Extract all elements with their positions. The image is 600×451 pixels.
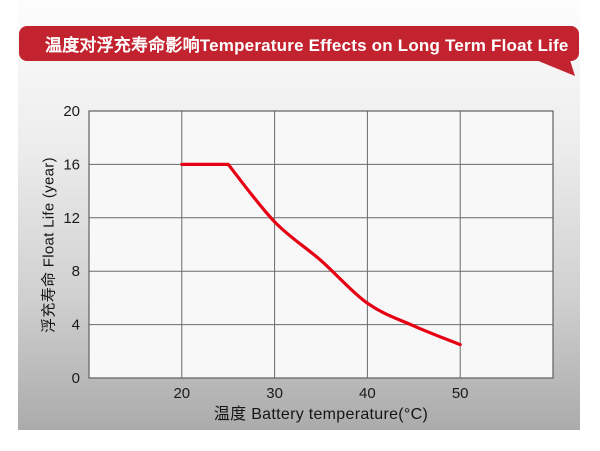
page-title: 温度对浮充寿命影响Temperature Effects on Long Ter… bbox=[45, 36, 569, 55]
x-tick-label: 40 bbox=[359, 385, 376, 402]
x-tick-label: 20 bbox=[173, 385, 190, 402]
y-tick-label: 16 bbox=[63, 156, 80, 173]
y-tick-label: 8 bbox=[72, 263, 80, 280]
y-tick-label: 12 bbox=[63, 210, 80, 227]
y-axis-title: 浮充寿命 Float Life (year) bbox=[40, 157, 58, 333]
x-tick-label: 50 bbox=[452, 385, 469, 402]
banner-tail-icon bbox=[536, 60, 575, 76]
float-life-curve bbox=[180, 162, 462, 347]
title-banner: 温度对浮充寿命影响Temperature Effects on Long Ter… bbox=[19, 26, 579, 61]
x-tick-label: 30 bbox=[266, 385, 283, 402]
plot-border bbox=[88, 110, 554, 379]
y-tick-label: 0 bbox=[72, 370, 80, 387]
y-tick-label: 20 bbox=[63, 103, 80, 120]
x-axis-title: 温度 Battery temperature(°C) bbox=[213, 406, 429, 423]
y-tick-label: 4 bbox=[72, 317, 80, 334]
plot-area bbox=[89, 111, 553, 378]
